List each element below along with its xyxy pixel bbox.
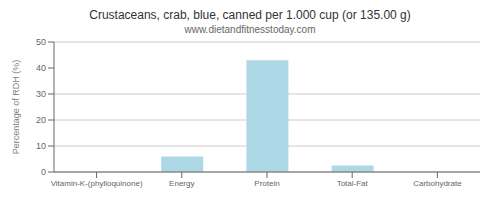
svg-text:40: 40 [36,63,46,73]
svg-text:20: 20 [36,115,46,125]
svg-text:Total-Fat: Total-Fat [337,179,369,188]
svg-text:Vitamin-K-(phylloquinone): Vitamin-K-(phylloquinone) [51,179,143,188]
html-text:Crustaceans, crab, blue, canne: Crustaceans, crab, blue, canned per 1.00… [89,8,411,22]
svg-text:0: 0 [41,167,46,177]
svg-text:30: 30 [36,89,46,99]
svg-text:Percentage of RDH (%): Percentage of RDH (%) [11,60,21,155]
svg-text:10: 10 [36,141,46,151]
svg-text:Energy: Energy [169,179,194,188]
svg-text:Protein: Protein [254,179,279,188]
html-text:www.dietandfitnesstoday.com: www.dietandfitnesstoday.com [184,24,316,35]
svg-text:Carbohydrate: Carbohydrate [413,179,462,188]
svg-text:50: 50 [36,37,46,47]
